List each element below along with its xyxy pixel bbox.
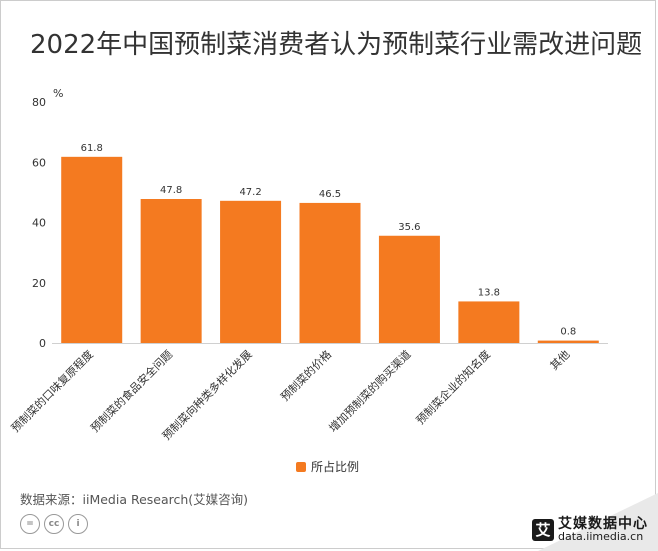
y-tick-label: 80 xyxy=(32,96,46,109)
logo-url: data.iimedia.cn xyxy=(558,530,644,544)
x-tick-label: 增加预制菜的购买渠道 xyxy=(326,347,414,435)
bar xyxy=(61,156,123,343)
chart-title: 2022年中国预制菜消费者认为预制菜行业需改进问题 xyxy=(30,30,643,60)
bar xyxy=(458,301,520,343)
corner-wedge xyxy=(538,493,658,551)
source-note: 数据来源：iiMedia Research(艾媒咨询) xyxy=(20,492,249,507)
cc-icon: cc xyxy=(44,514,64,534)
bar xyxy=(140,199,202,343)
y-tick-label: 0 xyxy=(39,337,46,350)
y-tick-label: 20 xyxy=(32,277,46,290)
y-tick-label: 60 xyxy=(32,156,46,169)
logo-corner: 艾 艾媒数据中心 data.iimedia.cn xyxy=(498,493,658,551)
legend-label: 所占比例 xyxy=(311,460,360,474)
x-tick-label: 预制菜的价格 xyxy=(278,347,335,404)
iimedia-logo: 艾 艾媒数据中心 data.iimedia.cn xyxy=(532,517,648,543)
data-label: 47.8 xyxy=(160,185,182,196)
x-tick-label: 预制菜向种类多样化发展 xyxy=(159,347,254,442)
bar xyxy=(537,340,599,343)
data-label: 47.2 xyxy=(239,187,261,198)
data-label: 61.8 xyxy=(81,143,103,154)
data-label: 35.6 xyxy=(398,222,420,233)
legend: 所占比例 xyxy=(296,458,359,475)
bar-chart: 0 20 40 60 80% 61.8 预制菜的口味复原程度 47.8 预制菜的食品安全问题 47… xyxy=(8,87,608,443)
data-label: 13.8 xyxy=(478,287,500,298)
data-label: 0.8 xyxy=(560,327,576,338)
legend-swatch xyxy=(296,461,306,472)
y-unit-label: % xyxy=(53,87,63,100)
x-tick-label: 预制菜企业的知名度 xyxy=(413,347,493,427)
logo-mark: 艾 xyxy=(532,518,554,541)
person-icon: i xyxy=(68,514,88,534)
bar xyxy=(220,200,282,343)
bar xyxy=(378,235,440,343)
bar xyxy=(299,202,361,343)
license-icons: = cc i xyxy=(20,514,88,534)
x-tick-label: 预制菜的食品安全问题 xyxy=(88,347,176,435)
equals-icon: = xyxy=(20,514,40,534)
logo-name: 艾媒数据中心 xyxy=(558,515,648,532)
x-tick-label: 其他 xyxy=(548,348,573,373)
y-tick-label: 40 xyxy=(32,217,46,230)
x-tick-label: 预制菜的口味复原程度 xyxy=(8,347,96,435)
data-label: 46.5 xyxy=(319,189,341,200)
